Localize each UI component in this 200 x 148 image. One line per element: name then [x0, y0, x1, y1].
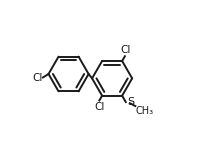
- Text: S: S: [126, 97, 133, 107]
- Text: Cl: Cl: [32, 73, 42, 83]
- Text: Cl: Cl: [119, 45, 130, 56]
- Text: CH₃: CH₃: [135, 106, 153, 116]
- Text: Cl: Cl: [94, 102, 104, 112]
